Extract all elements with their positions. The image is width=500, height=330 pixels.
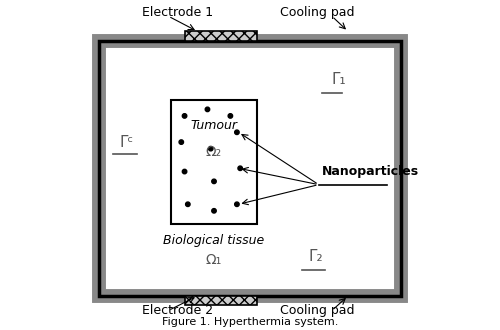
Text: Tumour: Tumour (190, 119, 238, 132)
Circle shape (186, 202, 190, 207)
Circle shape (182, 169, 187, 174)
Circle shape (212, 209, 216, 213)
Circle shape (212, 179, 216, 183)
Circle shape (208, 147, 213, 151)
Circle shape (238, 166, 242, 171)
Text: Cooling pad: Cooling pad (280, 304, 354, 317)
Bar (184, 31, 256, 41)
Text: Cooling pad: Cooling pad (280, 6, 354, 19)
Circle shape (234, 130, 239, 135)
Text: Figure 1. Hyperthermia system.: Figure 1. Hyperthermia system. (162, 317, 338, 327)
Text: Γ₁: Γ₁ (332, 72, 346, 87)
Text: Γᶜ: Γᶜ (119, 135, 133, 149)
Circle shape (179, 140, 184, 144)
Text: Ω₁: Ω₁ (206, 253, 222, 267)
Text: Nanoparticles: Nanoparticles (322, 165, 419, 178)
Bar (184, 296, 256, 305)
Circle shape (228, 114, 232, 118)
Text: Biological tissue: Biological tissue (164, 234, 264, 247)
Circle shape (182, 114, 187, 118)
Text: Ω₂: Ω₂ (206, 145, 222, 159)
Text: Electrode 1: Electrode 1 (142, 6, 213, 19)
Text: Electrode 2: Electrode 2 (142, 304, 213, 317)
Circle shape (234, 202, 239, 207)
Bar (172, 100, 256, 224)
FancyBboxPatch shape (100, 41, 401, 296)
Circle shape (205, 107, 210, 112)
Text: Γ₂: Γ₂ (309, 249, 324, 264)
